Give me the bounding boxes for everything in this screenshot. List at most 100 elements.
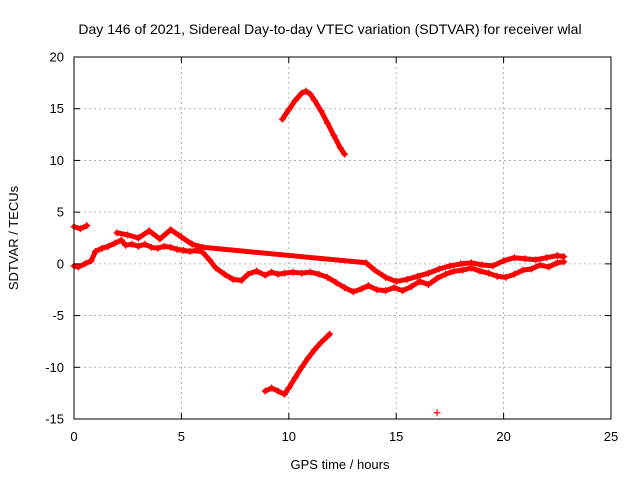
data-point [167, 243, 175, 251]
x-tick-label: 10 [282, 429, 296, 444]
x-tick-label: 20 [496, 429, 510, 444]
data-point [553, 252, 561, 260]
data-point [435, 265, 443, 273]
data-point [536, 261, 544, 269]
data-point [274, 387, 282, 395]
data-point [304, 354, 312, 362]
data-point [510, 270, 518, 278]
data-point [291, 374, 299, 382]
y-tick-label: 10 [50, 153, 64, 168]
data-point [244, 270, 252, 278]
data-point [528, 265, 536, 273]
data-point [220, 270, 228, 278]
data-point [502, 273, 510, 281]
data-point [373, 286, 381, 294]
data-point [253, 267, 261, 275]
data-point [500, 257, 508, 265]
data-point [160, 242, 168, 250]
y-tick-label: 5 [57, 205, 64, 220]
data-point [371, 266, 379, 274]
data-point [134, 234, 142, 242]
data-point [364, 282, 372, 290]
data-point [274, 270, 282, 278]
data-point [298, 269, 306, 277]
data-point [336, 144, 344, 152]
data-point [381, 287, 389, 295]
data-point [392, 277, 400, 285]
data-layer [70, 87, 568, 417]
data-point [326, 330, 334, 338]
data-point [113, 229, 121, 237]
data-point [323, 119, 331, 127]
data-point [278, 115, 286, 123]
data-point [510, 254, 518, 262]
data-point [81, 260, 89, 268]
data-point [457, 260, 465, 268]
x-tick-label: 0 [70, 429, 77, 444]
data-point [433, 274, 441, 282]
data-point [341, 284, 349, 292]
data-point [298, 363, 306, 371]
data-point [358, 285, 366, 293]
data-point [306, 268, 314, 276]
data-point [285, 384, 293, 392]
data-point [407, 283, 415, 291]
data-point [291, 96, 299, 104]
x-tick-label: 5 [178, 429, 185, 444]
data-point [553, 259, 561, 267]
data-point [543, 254, 551, 262]
axis-ticks: 0 5 10 15 20 25 -15 -10 -5 0 5 10 15 20 [45, 50, 618, 445]
y-tick-label: -10 [45, 360, 64, 375]
data-point [424, 269, 432, 277]
x-axis-title: GPS time / hours [291, 457, 390, 472]
data-point [180, 246, 188, 254]
data-point [167, 226, 175, 234]
data-point [478, 261, 486, 269]
data-point [111, 239, 119, 247]
data-point [416, 277, 424, 285]
data-point [192, 246, 200, 254]
data-point [261, 387, 269, 395]
data-point [545, 263, 553, 271]
data-point [199, 243, 207, 251]
data-point [381, 273, 389, 281]
data-point [76, 225, 84, 233]
x-tick-label: 25 [604, 429, 618, 444]
data-point [489, 262, 497, 270]
data-point [330, 132, 338, 140]
data-point [332, 278, 340, 286]
data-point [414, 272, 422, 280]
data-point [188, 240, 196, 248]
data-point [403, 275, 411, 283]
y-tick-label: 20 [50, 50, 64, 65]
data-point [147, 243, 155, 251]
data-point [317, 107, 325, 115]
data-point [399, 287, 407, 295]
y-tick-label: -15 [45, 412, 64, 427]
data-point [493, 272, 501, 280]
data-point [261, 271, 269, 279]
data-point [311, 96, 319, 104]
data-point [104, 242, 112, 250]
data-point [485, 269, 493, 277]
data-point [560, 253, 568, 261]
chart-title: Day 146 of 2021, Sidereal Day-to-day VTE… [78, 21, 581, 37]
data-point [532, 256, 540, 264]
data-point [446, 262, 454, 270]
data-point [450, 267, 458, 275]
data-point [156, 235, 164, 243]
data-point [98, 244, 106, 252]
data-point [315, 270, 323, 278]
data-point [186, 247, 194, 255]
data-point [390, 284, 398, 292]
data-point [317, 338, 325, 346]
data-point [433, 409, 441, 417]
data-point [212, 264, 220, 272]
data-point [268, 268, 276, 276]
y-tick-label: 15 [50, 101, 64, 116]
data-point [306, 90, 314, 98]
data-point [349, 288, 357, 296]
data-point [141, 240, 149, 248]
data-point [311, 346, 319, 354]
